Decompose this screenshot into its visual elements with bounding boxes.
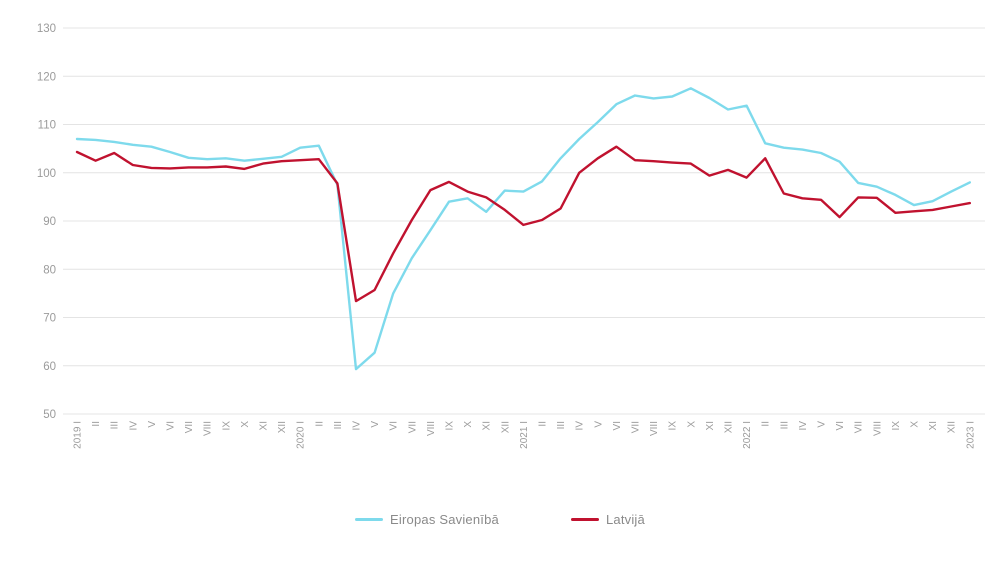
x-tick-label: II <box>761 421 772 427</box>
x-tick-label: VII <box>631 421 642 433</box>
x-tick-label: IV <box>128 421 139 431</box>
x-tick-label: III <box>779 421 790 429</box>
x-tick-label: X <box>686 421 697 428</box>
legend-item-latvija[interactable]: Latvijā <box>570 512 645 527</box>
x-tick-label: 2019 I <box>73 421 84 449</box>
x-tick-label: VIII <box>426 421 437 436</box>
x-tick-label: VIII <box>649 421 660 436</box>
x-tick-label: III <box>333 421 344 429</box>
x-tick-label: XII <box>947 421 958 433</box>
x-tick-label: XI <box>259 421 270 430</box>
y-tick-label: 90 <box>43 216 56 228</box>
x-tick-label: II <box>538 421 549 427</box>
y-tick-label: 120 <box>37 71 56 83</box>
x-tick-label: XII <box>500 421 511 433</box>
x-tick-label: X <box>463 421 474 428</box>
x-tick-label: XII <box>724 421 735 433</box>
x-tick-label: IX <box>891 421 902 431</box>
x-tick-label: V <box>593 421 604 428</box>
x-tick-label: VIII <box>203 421 214 436</box>
x-tick-label: 2022 I <box>742 421 753 449</box>
x-tick-label: V <box>817 421 828 428</box>
y-tick-label: 130 <box>37 23 56 35</box>
y-tick-label: 100 <box>37 168 56 180</box>
x-tick-label: IV <box>798 421 809 431</box>
x-tick-label: IX <box>221 421 232 431</box>
x-tick-label: II <box>91 421 102 427</box>
x-tick-label: 2021 I <box>519 421 530 449</box>
x-tick-label: XI <box>482 421 493 430</box>
series-line-eu <box>75 87 971 371</box>
x-tick-label: X <box>910 421 921 428</box>
x-tick-label: V <box>370 421 381 428</box>
x-tick-label: VII <box>854 421 865 433</box>
legend-label-eu: Eiropas Savienībā <box>390 512 499 527</box>
eu-line-swatch-icon <box>355 518 384 521</box>
latvija-line-swatch-icon <box>570 518 599 521</box>
x-tick-label: VIII <box>872 421 883 436</box>
x-tick-label: XII <box>277 421 288 433</box>
x-tick-label: XI <box>928 421 939 430</box>
x-tick-label: VI <box>166 421 177 430</box>
x-tick-label: 2020 I <box>296 421 307 449</box>
y-tick-label: 50 <box>43 409 56 421</box>
x-tick-label: V <box>147 421 158 428</box>
x-tick-label: VI <box>835 421 846 430</box>
x-tick-label: IX <box>668 421 679 431</box>
legend-item-eu[interactable]: Eiropas Savienībā <box>355 512 499 527</box>
x-tick-label: XI <box>705 421 716 430</box>
y-tick-label: 60 <box>43 361 56 373</box>
x-tick-label: X <box>240 421 251 428</box>
x-tick-label: IX <box>445 421 456 431</box>
y-tick-label: 70 <box>43 313 56 325</box>
y-tick-label: 110 <box>38 120 56 132</box>
legend-label-latvija: Latvijā <box>605 512 645 527</box>
x-tick-label: VII <box>184 421 195 433</box>
x-tick-label: III <box>556 421 567 429</box>
x-tick-label: VI <box>389 421 400 430</box>
x-tick-label: II <box>314 421 325 427</box>
x-tick-label: III <box>110 421 121 429</box>
x-tick-label: IV <box>352 421 363 431</box>
x-tick-label: VII <box>407 421 418 433</box>
y-tick-label: 80 <box>43 264 56 276</box>
chart-legend: Eiropas Savienībā Latvijā <box>0 512 1000 527</box>
x-tick-label: 2023 I <box>965 421 976 449</box>
x-tick-label: IV <box>575 421 586 431</box>
x-tick-label: VI <box>612 421 623 430</box>
series-line-latvija <box>75 145 971 303</box>
